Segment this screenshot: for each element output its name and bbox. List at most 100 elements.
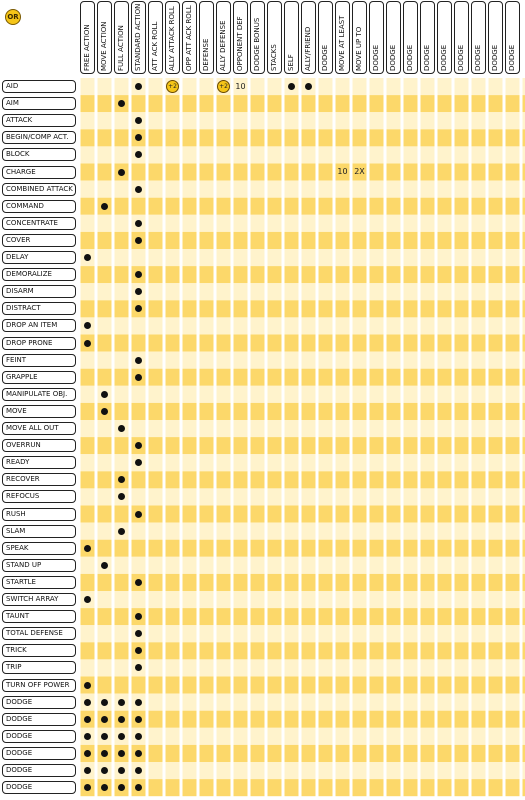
cell-dot (84, 698, 91, 706)
cell-dot (84, 749, 91, 757)
row-label: ATTACK (2, 114, 76, 128)
cell-dot (135, 356, 142, 364)
column-header: STANDARD ACTION (131, 1, 146, 74)
row-label: DODGE (2, 695, 76, 709)
column-header-label: STACKS (270, 44, 278, 71)
row-label: MOVE ALL OUT (2, 422, 76, 435)
row-band (79, 437, 525, 455)
cell-dot (135, 767, 142, 775)
row-label: TOTAL DEFENSE (2, 627, 76, 641)
column-header: ATT ACK ROLL (148, 1, 163, 74)
cell-bonus-badge: +2 (217, 80, 230, 94)
row-band (79, 625, 525, 643)
column-header: DODGE (488, 1, 503, 74)
cell-dot (135, 185, 142, 193)
cell-dot (135, 288, 142, 296)
row-band (79, 129, 525, 147)
column-header: ALLY ATTACK ROLL (165, 1, 180, 74)
cell-dot (84, 596, 91, 604)
row-band (79, 368, 525, 386)
row-label: DROP AN ITEM (2, 319, 76, 333)
cell-dot (118, 732, 125, 740)
row-band (79, 214, 525, 232)
cell-dot (101, 784, 108, 792)
row-label: SLAM (2, 524, 76, 538)
row-band (79, 112, 525, 130)
cell-dot (101, 749, 108, 757)
row-band (79, 317, 525, 335)
row-band (79, 197, 525, 215)
row-band (79, 146, 525, 164)
column-header-label: FREE ACTION (83, 24, 91, 71)
cell-dot (84, 715, 91, 723)
row-band (79, 300, 525, 318)
row-band (79, 505, 525, 523)
column-header: ALLY DEFENSE (216, 1, 231, 74)
cell-dot (118, 100, 125, 108)
column-header-label: DODGE (321, 44, 329, 71)
row-label: DODGE (2, 781, 76, 795)
column-header: STACKS (267, 1, 282, 74)
cell-dot (84, 681, 91, 689)
column-header-label: ALLY DEFENSE (219, 20, 227, 71)
column-header: OPPONENT DEF (233, 1, 248, 74)
row-label: STAND UP (2, 558, 76, 572)
cell-dot (118, 168, 125, 176)
cell-dot (288, 83, 295, 91)
row-band (79, 163, 525, 181)
row-label: FEINT (2, 353, 76, 367)
cell-dot (135, 219, 142, 227)
column-header: FULL ACTION (114, 1, 129, 74)
row-band (79, 454, 525, 472)
cell-dot (135, 784, 142, 792)
row-band (79, 642, 525, 660)
row-band (79, 762, 525, 780)
row-label: COMMAND (2, 199, 76, 213)
column-header-label: STANDARD ACTION (134, 3, 142, 71)
row-band (79, 676, 525, 694)
row-label: SPEAK (2, 541, 76, 555)
column-header-label: FULL ACTION (117, 25, 125, 71)
row-label: DISTRACT (2, 302, 76, 316)
row-band (79, 659, 525, 677)
row-band (79, 334, 525, 352)
cell-dot (135, 236, 142, 244)
cell-value: 2X (354, 167, 365, 177)
cell-dot (135, 715, 142, 723)
cell-dot (101, 390, 108, 398)
column-header-label: ALLY ATTACK ROLL (168, 6, 176, 71)
cell-dot (135, 134, 142, 142)
cell-dot (101, 732, 108, 740)
column-header: DODGE (386, 1, 401, 74)
cell-value: 10 (337, 167, 348, 177)
cell-dot (135, 117, 142, 125)
cell-dot (101, 698, 108, 706)
row-label: MOVE (2, 404, 76, 418)
cell-dot (135, 305, 142, 313)
cell-bonus-badge: +2 (166, 80, 179, 94)
cell-dot (135, 151, 142, 159)
row-label: MANIPULATE OBJ. (2, 387, 76, 401)
row-label: TRICK (2, 644, 76, 658)
cell-dot (118, 698, 125, 706)
row-band (79, 573, 525, 591)
row-band (79, 266, 525, 284)
or-badge: OR (5, 9, 21, 25)
column-header: DODGE (369, 1, 384, 74)
cell-dot (135, 578, 142, 586)
row-band (79, 283, 525, 301)
cell-dot (84, 767, 91, 775)
cell-dot (135, 373, 142, 381)
column-header-label: MOVE UP TO (355, 26, 363, 71)
column-header: DODGE (454, 1, 469, 74)
column-header-label: DODGE (508, 44, 516, 71)
cell-dot (118, 425, 125, 433)
row-band (79, 744, 525, 762)
cell-dot (135, 698, 142, 706)
row-label: TRIP (2, 661, 76, 675)
cell-dot (101, 407, 108, 415)
row-band (79, 488, 525, 506)
cell-dot (84, 544, 91, 552)
column-header: DODGE (437, 1, 452, 74)
